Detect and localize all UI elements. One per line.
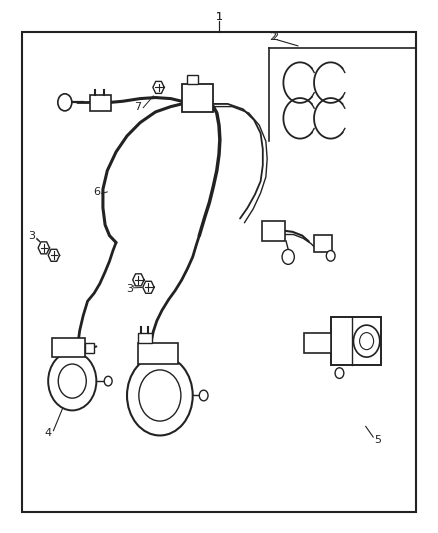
FancyBboxPatch shape	[85, 343, 94, 353]
Circle shape	[326, 251, 335, 261]
FancyBboxPatch shape	[262, 221, 285, 241]
FancyBboxPatch shape	[187, 75, 198, 84]
Polygon shape	[143, 281, 154, 293]
Text: 3: 3	[28, 231, 35, 240]
Circle shape	[353, 325, 380, 357]
Polygon shape	[38, 242, 49, 254]
Circle shape	[139, 370, 181, 421]
Text: 4: 4	[45, 428, 52, 438]
Circle shape	[360, 333, 374, 350]
Circle shape	[282, 249, 294, 264]
FancyBboxPatch shape	[90, 95, 111, 111]
Text: 1: 1	[215, 12, 223, 22]
Circle shape	[48, 352, 96, 410]
Text: 1: 1	[215, 12, 223, 22]
FancyBboxPatch shape	[52, 338, 85, 357]
Circle shape	[127, 356, 193, 435]
Circle shape	[199, 390, 208, 401]
Polygon shape	[133, 274, 144, 286]
Polygon shape	[153, 82, 164, 93]
Polygon shape	[48, 249, 60, 261]
FancyBboxPatch shape	[138, 333, 152, 343]
Text: 3: 3	[126, 284, 133, 294]
Text: 6: 6	[94, 187, 101, 197]
Circle shape	[58, 364, 86, 398]
FancyBboxPatch shape	[304, 333, 331, 353]
FancyBboxPatch shape	[182, 84, 213, 112]
Text: 2: 2	[272, 31, 279, 42]
FancyBboxPatch shape	[331, 317, 381, 365]
FancyBboxPatch shape	[314, 235, 332, 252]
Circle shape	[58, 94, 72, 111]
Circle shape	[104, 376, 112, 386]
Text: 2: 2	[269, 33, 276, 42]
Text: 7: 7	[134, 102, 141, 111]
FancyBboxPatch shape	[138, 343, 178, 364]
Circle shape	[335, 368, 344, 378]
Text: 5: 5	[374, 435, 381, 445]
